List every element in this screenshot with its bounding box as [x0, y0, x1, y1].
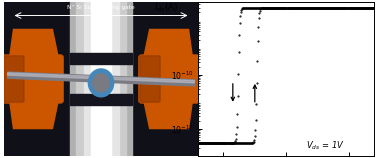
Bar	[91, 2, 111, 156]
Polygon shape	[9, 29, 58, 57]
FancyBboxPatch shape	[3, 55, 63, 103]
Polygon shape	[144, 29, 192, 57]
Text: N⁺ Si Surrounding gate: N⁺ Si Surrounding gate	[67, 5, 135, 10]
Bar	[70, 94, 132, 105]
Polygon shape	[8, 73, 194, 83]
Bar	[70, 53, 132, 64]
Bar	[84, 2, 119, 156]
Polygon shape	[144, 101, 192, 129]
Y-axis label: $I_{ds}$(A): $I_{ds}$(A)	[154, 1, 179, 14]
Polygon shape	[8, 72, 194, 86]
FancyBboxPatch shape	[140, 56, 160, 102]
Text: $V_{ds}$ = 1V: $V_{ds}$ = 1V	[306, 139, 345, 152]
Bar	[76, 2, 126, 156]
Ellipse shape	[88, 69, 114, 97]
Ellipse shape	[93, 74, 109, 92]
Polygon shape	[9, 101, 58, 129]
Bar	[70, 2, 132, 156]
FancyBboxPatch shape	[139, 55, 199, 103]
FancyBboxPatch shape	[4, 56, 24, 102]
